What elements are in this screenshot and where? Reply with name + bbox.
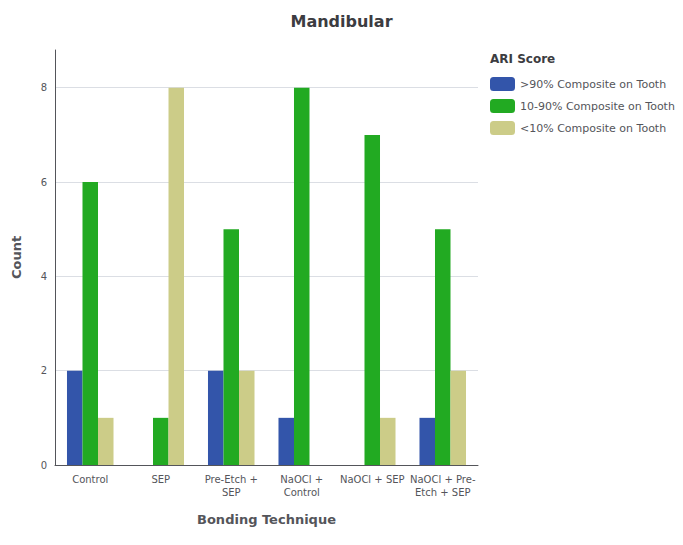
svg-text:Control: Control [72, 474, 108, 485]
svg-text:4: 4 [41, 271, 47, 282]
svg-text:NaOCl + SEP: NaOCl + SEP [340, 474, 405, 485]
svg-text:8: 8 [41, 82, 47, 93]
svg-text:SEP: SEP [151, 474, 170, 485]
svg-text:>90% Composite on Tooth: >90% Composite on Tooth [520, 78, 666, 91]
svg-text:Pre-Etch +: Pre-Etch + [205, 474, 258, 485]
svg-text:NaOCl +: NaOCl + [280, 474, 323, 485]
svg-text:Control: Control [284, 487, 320, 498]
svg-text:Count: Count [9, 236, 24, 279]
svg-text:<10% Composite on Tooth: <10% Composite on Tooth [520, 122, 666, 135]
svg-text:6: 6 [41, 177, 47, 188]
svg-text:Bonding Technique: Bonding Technique [197, 512, 336, 527]
svg-text:2: 2 [41, 365, 47, 376]
svg-text:ARI Score: ARI Score [490, 52, 555, 66]
svg-text:0: 0 [41, 460, 47, 471]
svg-text:Etch + SEP: Etch + SEP [415, 487, 471, 498]
svg-text:NaOCl + Pre-: NaOCl + Pre- [410, 474, 476, 485]
svg-text:Mandibular: Mandibular [290, 12, 392, 31]
svg-text:10-90% Composite on Tooth: 10-90% Composite on Tooth [520, 100, 675, 113]
svg-text:SEP: SEP [222, 487, 241, 498]
